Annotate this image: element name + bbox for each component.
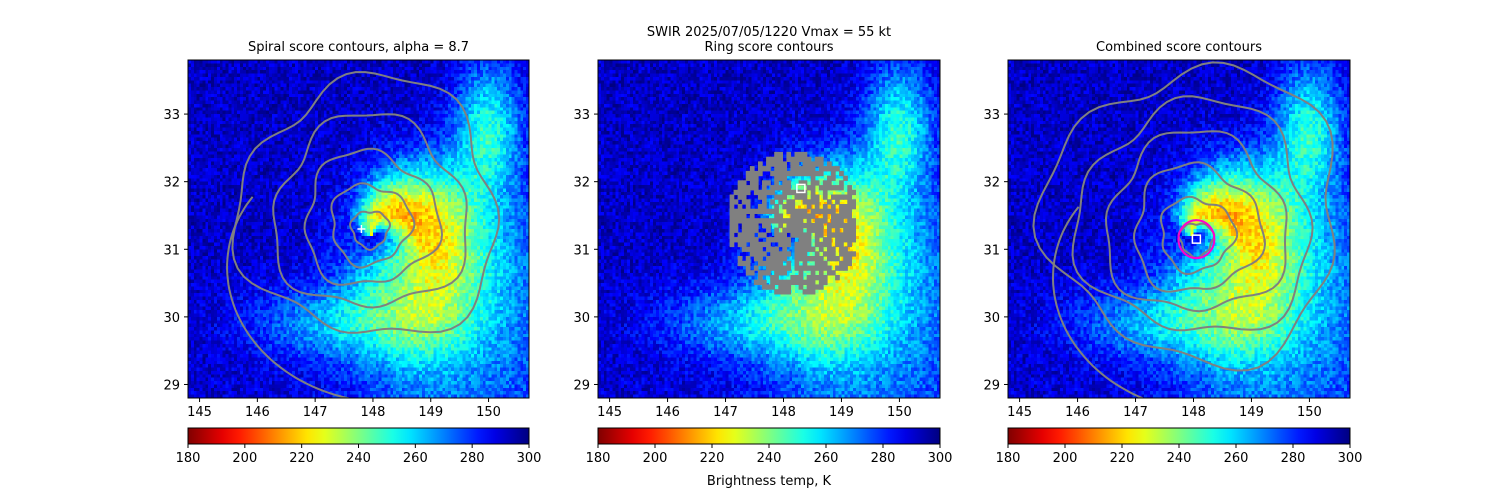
panel-3-score-contour [1071, 95, 1314, 332]
panel-3-colorbar-bar [1007, 427, 1351, 445]
panel-3: Combined score contours 145 146 147 148 149 15… [983, 40, 1362, 466]
panel-3-colorbar-tick-label: 220 [1110, 451, 1135, 466]
panel-3-ytick-label: 31 [983, 243, 1000, 258]
panel-1-ytick-label: 30 [163, 311, 180, 326]
panel-3-ytick-label: 29 [983, 378, 1000, 393]
panel-3-score-contour [1104, 130, 1288, 313]
panel-1-ytick-label: 29 [163, 378, 180, 393]
panel-2-title: Ring score contours [704, 40, 833, 55]
panel-3-brightness-image [1008, 60, 1350, 398]
panel-2-center-marker [796, 183, 806, 194]
panel-2-contours [729, 151, 856, 295]
panel-1-center-marker [357, 225, 366, 233]
panel-3-colorbar-tick-label: 300 [1338, 451, 1363, 466]
panel-1-score-contour [330, 182, 416, 269]
panel-3-score-contour [1159, 195, 1239, 275]
panel-3-ytick-label: 30 [983, 311, 1000, 326]
panel-2-colorbar-tick-label: 180 [586, 451, 611, 466]
panel-3-xtick-label: 148 [1181, 405, 1206, 420]
panel-3-title: Combined score contours [1096, 40, 1262, 55]
panel-2-xtick-label: 150 [887, 405, 912, 420]
figure-suptitle: SWIR 2025/07/05/1220 Vmax = 55 kt [647, 25, 891, 40]
panel-2-ytick-label: 31 [573, 243, 590, 258]
panel-2-colorbar-tick-label: 200 [643, 451, 668, 466]
panel-3-xtick-label: 150 [1297, 405, 1322, 420]
panel-3-xtick-label: 149 [1239, 405, 1264, 420]
panel-3-score-contour [1132, 161, 1267, 293]
panel-1-spiral-arm [226, 196, 353, 398]
panel-3-colorbar-tick-label: 260 [1224, 451, 1249, 466]
panel-3-xtick-label: 146 [1065, 405, 1090, 420]
panel-2-xtick-label: 149 [829, 405, 854, 420]
panel-1-ytick-label: 32 [163, 176, 180, 191]
panels: Spiral score contours, alpha = 8.7 145 146… [163, 40, 1362, 466]
panel-1-xtick-label: 146 [245, 405, 270, 420]
panel-1-colorbar-tick-label: 220 [289, 451, 314, 466]
panel-3-colorbar: 180 200 220 240 260 280 300 [996, 427, 1363, 466]
panel-2-colorbar-tick-label: 280 [871, 451, 896, 466]
panel-3-colorbar-tick-label: 280 [1281, 451, 1306, 466]
panel-1-xtick-label: 148 [361, 405, 386, 420]
panel-3-colorbar-tick-label: 200 [1053, 451, 1078, 466]
panel-1-colorbar-bar [187, 427, 530, 445]
panel-1: Spiral score contours, alpha = 8.7 145 146… [163, 40, 541, 466]
panel-3-frame [1007, 59, 1351, 399]
panel-1-colorbar-tick-label: 280 [460, 451, 485, 466]
panel-1-colorbar-tick-label: 260 [403, 451, 428, 466]
panel-2-ytick-label: 30 [573, 311, 590, 326]
panel-3-contours [1032, 61, 1336, 398]
panel-3-colorbar-tick-label: 180 [996, 451, 1021, 466]
panel-2-xtick-label: 145 [597, 405, 622, 420]
panel-1-xtick-label: 150 [476, 405, 501, 420]
panel-2-xtick-label: 146 [655, 405, 680, 420]
colorbar-label: Brightness temp, K [707, 474, 832, 489]
panel-1-score-contour [349, 210, 392, 251]
panel-2-ytick-label: 29 [573, 378, 590, 393]
panel-3-colorbar-tick-label: 240 [1167, 451, 1192, 466]
panel-3-ytick-label: 32 [983, 176, 1000, 191]
panel-3-xtick-label: 145 [1007, 405, 1032, 420]
panel-2-frame [597, 59, 941, 399]
panel-1-ytick-label: 31 [163, 243, 180, 258]
panel-2-colorbar-tick-label: 220 [700, 451, 725, 466]
panel-1-colorbar-tick-label: 180 [176, 451, 201, 466]
panel-1-colorbar-tick-label: 300 [517, 451, 542, 466]
panel-1-ytick-label: 33 [163, 108, 180, 123]
panel-2-colorbar: 180 200 220 240 260 280 300 [586, 427, 953, 466]
panel-3-ytick-label: 33 [983, 108, 1000, 123]
panel-1-xtick-label: 149 [418, 405, 443, 420]
combined-eye-ring [1177, 219, 1216, 260]
panel-1-title: Spiral score contours, alpha = 8.7 [248, 40, 469, 55]
panel-2-colorbar-bar [597, 427, 941, 445]
ring-score-patch [729, 151, 856, 295]
panel-3-score-contour [1032, 61, 1336, 372]
panel-2-colorbar-tick-label: 260 [814, 451, 839, 466]
panel-1-contours [226, 71, 501, 398]
panel-2-ytick-label: 32 [573, 176, 590, 191]
panel-1-xtick-label: 145 [187, 405, 212, 420]
panel-3-score-contour [1177, 222, 1216, 259]
panel-1-frame [187, 59, 530, 399]
panel-1-colorbar-tick-label: 240 [346, 451, 371, 466]
panel-1-score-contour [272, 113, 468, 309]
panel-1-colorbar-tick-label: 200 [232, 451, 257, 466]
panel-2: Ring score contours 145 146 147 148 149 150 29 3… [573, 40, 952, 466]
panel-1-score-contour [231, 71, 501, 334]
panel-1-colorbar: 180 200 220 240 260 280 300 [176, 427, 542, 466]
panel-2-ytick-label: 33 [573, 108, 590, 123]
panel-2-colorbar-tick-label: 300 [928, 451, 953, 466]
panel-1-xtick-label: 147 [303, 405, 328, 420]
panel-3-center-marker [1191, 234, 1202, 244]
panel-2-xtick-label: 147 [713, 405, 738, 420]
panel-1-score-contour [303, 147, 444, 286]
panel-2-xtick-label: 148 [771, 405, 796, 420]
panel-3-xtick-label: 147 [1123, 405, 1148, 420]
panel-2-colorbar-tick-label: 240 [757, 451, 782, 466]
panel-3-spiral-arm [1051, 206, 1145, 398]
